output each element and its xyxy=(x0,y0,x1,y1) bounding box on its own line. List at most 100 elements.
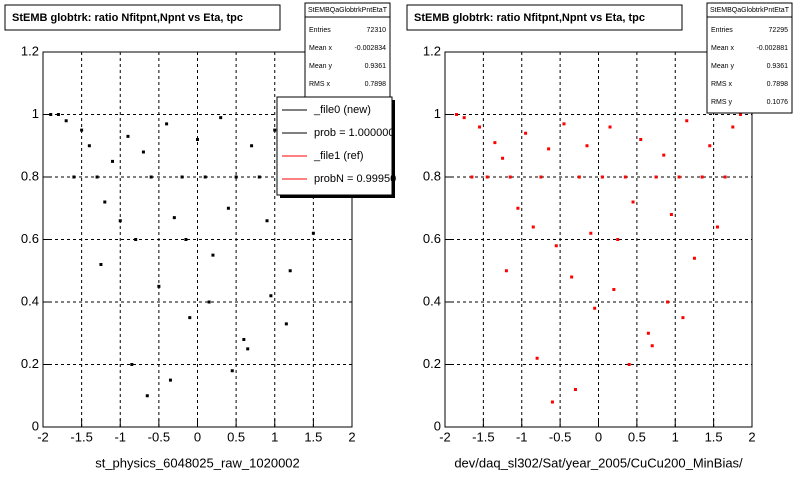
point xyxy=(573,388,577,391)
point xyxy=(111,159,115,163)
point xyxy=(130,363,134,366)
point xyxy=(145,394,149,398)
x-axis-label: st_physics_6048025_raw_1020002 xyxy=(95,455,300,470)
point xyxy=(639,138,643,141)
point xyxy=(681,316,685,320)
y-tick-label: 0.8 xyxy=(21,168,39,183)
point xyxy=(646,331,650,335)
stats-label: Mean x xyxy=(309,45,332,52)
x-tick-label: 0.5 xyxy=(628,429,646,444)
point xyxy=(184,238,188,241)
point xyxy=(165,122,169,126)
point xyxy=(508,175,512,179)
point xyxy=(577,175,581,179)
point xyxy=(230,369,234,373)
point xyxy=(550,400,554,404)
point xyxy=(203,175,207,179)
point xyxy=(562,122,566,126)
point xyxy=(87,144,91,148)
point xyxy=(95,175,99,179)
point xyxy=(570,275,574,279)
point xyxy=(134,238,138,241)
y-tick-label: 0.2 xyxy=(423,356,441,371)
point xyxy=(311,231,315,235)
stats-name: StEMBQaGlobtrkPntEtaT xyxy=(710,7,790,14)
stats-value: 0.7898 xyxy=(365,81,387,88)
stats-value: 0.9361 xyxy=(767,63,789,70)
point xyxy=(600,175,604,179)
point xyxy=(485,175,489,179)
point xyxy=(478,125,482,129)
stats-value: -0.002881 xyxy=(756,45,788,52)
chart-title: StEMB globtrk: ratio Nfitpnt,Npnt vs Eta… xyxy=(12,12,243,24)
point xyxy=(692,256,696,260)
point xyxy=(157,284,161,288)
stats-label: Mean y xyxy=(711,63,734,70)
title-box xyxy=(4,4,281,31)
x-axis-label: dev/daq_sl302/Sat/year_2005/CuCu200_MinB… xyxy=(454,455,743,470)
y-tick-label: 0.4 xyxy=(21,293,39,308)
y-tick-label: 0.2 xyxy=(21,356,39,371)
point xyxy=(49,113,53,116)
stats-value: 72295 xyxy=(769,27,789,34)
y-tick-label: 0 xyxy=(434,418,441,433)
stats-box xyxy=(304,2,391,114)
y-tick-label: 1 xyxy=(32,106,39,121)
x-tick-label: 1.5 xyxy=(705,429,723,444)
point xyxy=(524,131,528,135)
plot-border xyxy=(42,51,353,428)
point xyxy=(504,269,508,273)
point xyxy=(99,263,103,266)
point xyxy=(149,175,153,179)
y-tick-label: 0.6 xyxy=(21,231,39,246)
point xyxy=(493,141,497,145)
x-tick-label: 0 xyxy=(595,429,602,444)
point xyxy=(141,150,145,154)
y-tick-label: 0.6 xyxy=(423,231,441,246)
x-tick-label: 2 xyxy=(348,429,355,444)
x-tick-label: 2 xyxy=(748,429,755,444)
point xyxy=(531,225,535,229)
title-box xyxy=(406,4,683,31)
point xyxy=(246,347,250,351)
point xyxy=(738,113,742,116)
point xyxy=(654,175,658,179)
point xyxy=(585,144,589,148)
point xyxy=(80,128,84,132)
stats-label: RMS x xyxy=(711,81,733,88)
point xyxy=(731,125,735,129)
point xyxy=(535,356,539,360)
point xyxy=(708,144,712,148)
point xyxy=(172,216,176,220)
point xyxy=(288,269,292,273)
y-tick-label: 0.8 xyxy=(423,168,441,183)
point xyxy=(627,363,631,366)
legend-label: prob = 1.000000 xyxy=(314,127,394,139)
x-tick-label: 1 xyxy=(271,429,278,444)
point xyxy=(257,175,261,179)
point xyxy=(700,175,704,179)
x-tick-label: -0.5 xyxy=(549,429,571,444)
point xyxy=(677,175,681,179)
stats-label: Entries xyxy=(711,27,733,34)
x-tick-label: -1.5 xyxy=(472,429,494,444)
legend-label: _file0 (new) xyxy=(313,104,371,116)
point xyxy=(554,244,558,248)
plot-border xyxy=(444,51,753,428)
stats-value: 0.7898 xyxy=(767,81,789,88)
x-tick-label: -1.5 xyxy=(70,429,92,444)
point xyxy=(211,253,215,257)
stats-label: Entries xyxy=(309,27,331,34)
stats-box xyxy=(706,2,793,114)
point xyxy=(631,200,635,204)
point xyxy=(666,300,670,304)
point xyxy=(269,294,273,298)
point xyxy=(455,113,459,116)
stats-label: Mean y xyxy=(309,63,332,70)
point xyxy=(118,219,122,223)
point xyxy=(234,175,238,179)
point xyxy=(589,231,593,235)
point xyxy=(188,316,192,320)
point xyxy=(284,322,288,326)
